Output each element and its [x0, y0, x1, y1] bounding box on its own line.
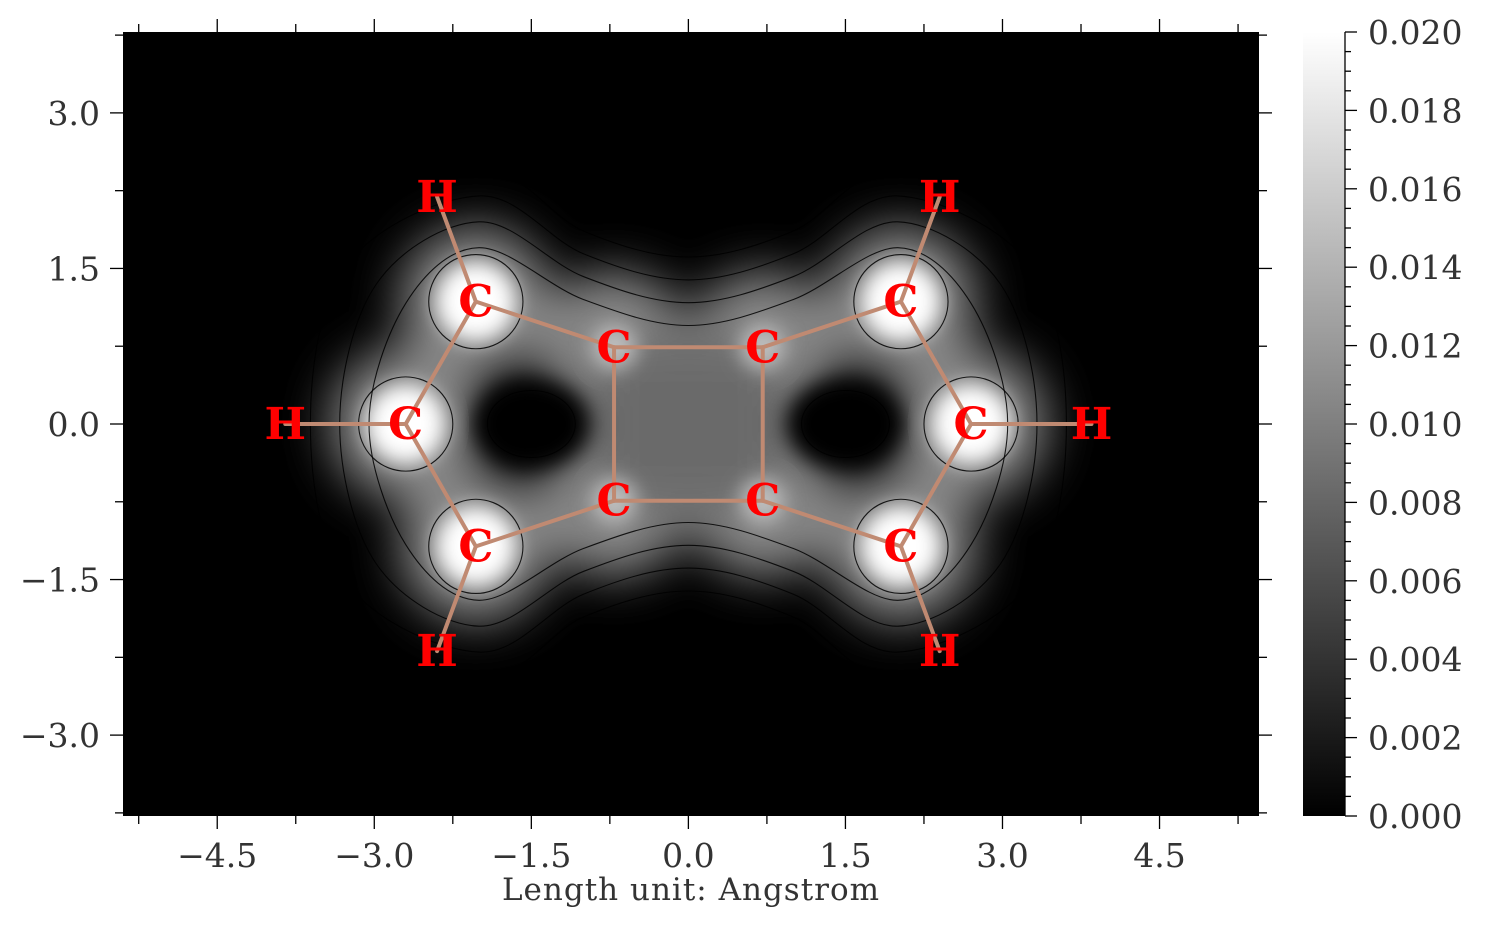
x-tick-label: 4.5: [1133, 836, 1185, 875]
atom-label-c: C: [745, 322, 780, 373]
y-axis: 3.0 1.5 0.0 −1.5 −3.0: [20, 34, 1272, 814]
atom-label-c: C: [745, 476, 780, 527]
bond: [898, 422, 974, 549]
colorbar-tick-label: 0.016: [1368, 170, 1462, 209]
contour-line: [486, 389, 576, 459]
atom-label-c: C: [388, 399, 423, 450]
y-tick-label: 0.0: [48, 405, 100, 444]
colorbar-tick-label: 0.002: [1368, 719, 1462, 758]
atom-label-c: C: [883, 521, 918, 572]
bond: [435, 544, 478, 654]
contour-line: [280, 169, 1097, 679]
bond: [403, 422, 478, 549]
y-tick-label: 3.0: [48, 94, 100, 133]
x-tick-label: −4.5: [177, 836, 257, 875]
x-tick-label: −3.0: [334, 836, 414, 875]
y-tick-label: −3.0: [20, 716, 100, 755]
bond: [760, 299, 903, 350]
colorbar-tick-label: 0.014: [1368, 248, 1462, 287]
colorbar-ticks: 0.020 0.018 0.016 0.014 0.012 0.010 0.008 0.006…: [1344, 13, 1462, 836]
bond: [760, 498, 903, 549]
bond: [473, 498, 617, 549]
atom-label-c: C: [597, 476, 632, 527]
bond: [403, 299, 478, 426]
colorbar-tick-label: 0.012: [1368, 327, 1462, 366]
x-tick-label: 3.0: [976, 836, 1028, 875]
colorbar-tick-label: 0.000: [1368, 797, 1462, 836]
bond: [898, 299, 974, 426]
bond: [898, 194, 942, 304]
contour-line: [428, 498, 524, 595]
y-tick-label: −1.5: [20, 561, 100, 600]
atom-label-h: H: [919, 626, 961, 677]
colorbar-tick-label: 0.018: [1368, 91, 1462, 130]
atom-label-h: H: [919, 172, 961, 223]
contour-line: [853, 253, 949, 350]
atom-label-h: H: [1071, 399, 1113, 450]
contour-line: [800, 389, 890, 459]
atom-label-h: H: [416, 172, 458, 223]
bond: [473, 299, 617, 350]
bond: [435, 194, 478, 304]
atom-label-c: C: [597, 322, 632, 373]
colorbar-tick-label: 0.020: [1368, 13, 1462, 52]
atom-label-c: C: [954, 399, 989, 450]
density-minimum: [473, 380, 589, 468]
y-tick-label: 1.5: [48, 249, 100, 288]
atom-label-c: C: [458, 521, 493, 572]
x-axis: −4.5 −3.0 −1.5 0.0 1.5 3.0 4.5: [138, 19, 1239, 875]
molecule-atoms: C C C C C C C C C C H H H H H H: [264, 172, 1112, 677]
atom-label-c: C: [458, 277, 493, 328]
x-tick-label: 1.5: [819, 836, 871, 875]
colorbar-tick-label: 0.006: [1368, 562, 1462, 601]
density-minimum: [787, 380, 904, 468]
atom-label-h: H: [264, 399, 306, 450]
colorbar-gradient: [1303, 32, 1345, 816]
bond: [898, 544, 942, 654]
colorbar-tick-label: 0.008: [1368, 483, 1462, 522]
molecule-bonds: [283, 194, 1094, 654]
x-axis-title: Length unit: Angstrom: [502, 872, 880, 908]
atom-label-h: H: [416, 626, 458, 677]
colorbar-tick-label: 0.010: [1368, 405, 1462, 444]
colorbar-tick-label: 0.004: [1368, 640, 1462, 679]
contour-line: [853, 498, 949, 595]
contour-line: [428, 253, 524, 350]
x-tick-label: 0.0: [662, 836, 714, 875]
colorbar: 0.020 0.018 0.016 0.014 0.012 0.010 0.008 0.006…: [1303, 13, 1462, 836]
atom-label-c: C: [883, 277, 918, 328]
x-tick-label: −1.5: [491, 836, 571, 875]
